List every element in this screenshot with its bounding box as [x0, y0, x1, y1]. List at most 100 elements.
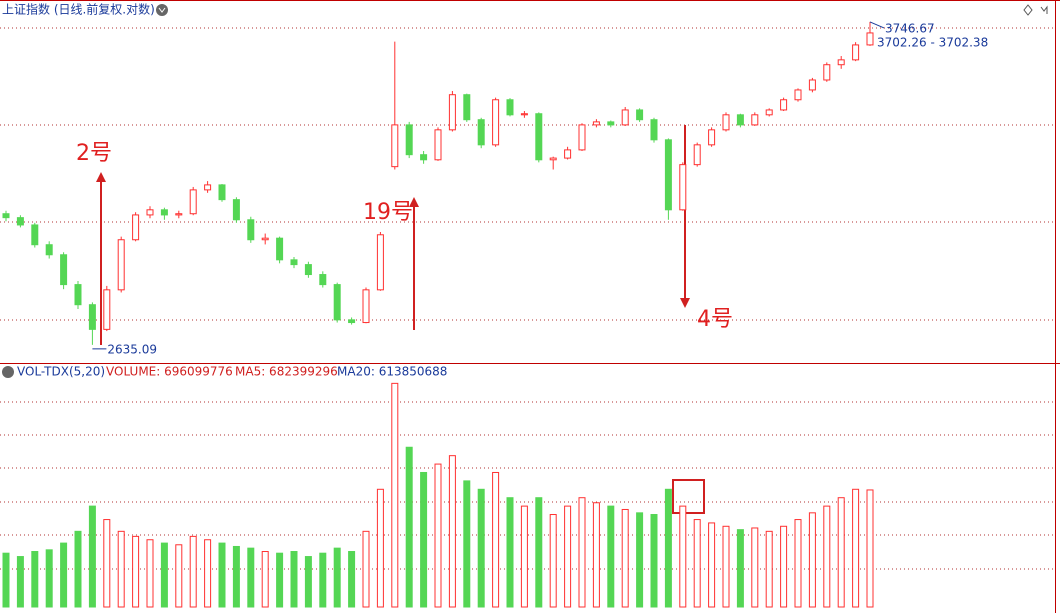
high-label: 3746.67 [885, 21, 935, 35]
volume-bar [333, 547, 341, 608]
candle-body [794, 89, 802, 101]
volume-bar [376, 488, 384, 608]
volume-bar [751, 527, 759, 608]
volume-bar [866, 489, 874, 608]
candle-body [391, 124, 399, 168]
volume-bar [564, 505, 572, 608]
indicator-menu[interactable] [2, 366, 14, 378]
arrow-head [409, 197, 419, 207]
volume-bar [261, 551, 269, 608]
chart-title: 上证指数 (日线.前复权.对数) [2, 2, 155, 17]
candle-body [650, 119, 658, 141]
volume-bar [808, 512, 816, 608]
ma20-label: MA20: 613850688 [337, 365, 447, 379]
candle-body [189, 189, 197, 215]
candle-body [348, 319, 356, 324]
candle-body [319, 274, 327, 286]
volume-bar [463, 480, 471, 608]
candle-body [520, 113, 528, 116]
volume-bar [650, 514, 658, 608]
candle-body [31, 224, 39, 246]
candle-body [232, 199, 240, 221]
high-pointer [869, 21, 885, 29]
volume-bar [736, 529, 744, 608]
arrow-head [680, 298, 690, 308]
candle-body [708, 129, 716, 146]
ma5-label: MA5: 682399296 [235, 365, 338, 379]
volume-bar [578, 497, 586, 608]
volume-bar [290, 551, 298, 608]
candle-body [765, 109, 773, 116]
down-button[interactable] [1040, 5, 1048, 14]
volume-bar [506, 497, 514, 608]
candle-body [247, 219, 255, 241]
menu-button[interactable] [156, 4, 168, 16]
volume-bar [204, 539, 212, 608]
volume-bar [780, 525, 788, 608]
candle-body [722, 114, 730, 131]
candle-body [16, 217, 24, 226]
candle-body [218, 184, 226, 201]
volume-bar [88, 505, 96, 608]
volume-bar [448, 455, 456, 608]
volume-bar [247, 547, 255, 608]
candle-body [463, 94, 471, 121]
volume-bar [607, 505, 615, 608]
volume-bar [679, 505, 687, 608]
candle-body [434, 129, 442, 161]
volume-bar [405, 446, 413, 608]
candle-body [376, 234, 384, 291]
candle-body [405, 124, 413, 156]
diamond-button[interactable] [1023, 4, 1033, 16]
volume-bar [319, 552, 327, 608]
candle-body [506, 99, 514, 116]
candle-body [333, 284, 341, 321]
volume-bar [852, 488, 860, 608]
volume-bar [2, 552, 10, 608]
candle-body [679, 164, 687, 211]
candle-body [693, 144, 701, 166]
volume-label: VOLUME: 696099776 [106, 365, 233, 379]
volume-bar [348, 551, 356, 608]
candle-body [751, 114, 759, 126]
volume-bar [189, 535, 197, 608]
candle-body [45, 244, 53, 256]
volume-bar [31, 551, 39, 608]
volume-bar [304, 556, 312, 608]
candle-body [362, 289, 370, 324]
candle-body [420, 154, 428, 161]
volume-bar [592, 502, 600, 608]
volume-bar [492, 471, 500, 608]
volume-bar [146, 539, 154, 608]
volume-bar [160, 542, 168, 608]
volume-bar [765, 530, 773, 608]
candle-body [160, 209, 168, 216]
candle-body [304, 264, 312, 276]
annotation: 19号 [363, 200, 413, 225]
candle-body [621, 109, 629, 126]
volume-bar [117, 530, 125, 608]
candle-body [607, 121, 615, 126]
menu-icon [158, 7, 166, 13]
candle-body [592, 121, 600, 126]
indicator-name: VOL-TDX(5,20) [17, 365, 105, 379]
candle-body [261, 237, 269, 241]
candle-body [823, 64, 831, 81]
candle-body [636, 109, 644, 121]
candle-body [117, 239, 125, 291]
candle-body [2, 213, 10, 219]
candle-body [448, 94, 456, 131]
volume-bar [549, 514, 557, 608]
highlight-box [672, 479, 705, 514]
volume-bar [420, 471, 428, 608]
candle-body [736, 114, 744, 126]
volume-bar [794, 519, 802, 608]
candle-body [837, 59, 845, 66]
volume-bar [535, 497, 543, 608]
volume-bar [276, 552, 284, 608]
volume-bar [132, 535, 140, 608]
volume-bar [636, 512, 644, 608]
volume-bar [45, 549, 53, 608]
candle-body [866, 32, 874, 46]
